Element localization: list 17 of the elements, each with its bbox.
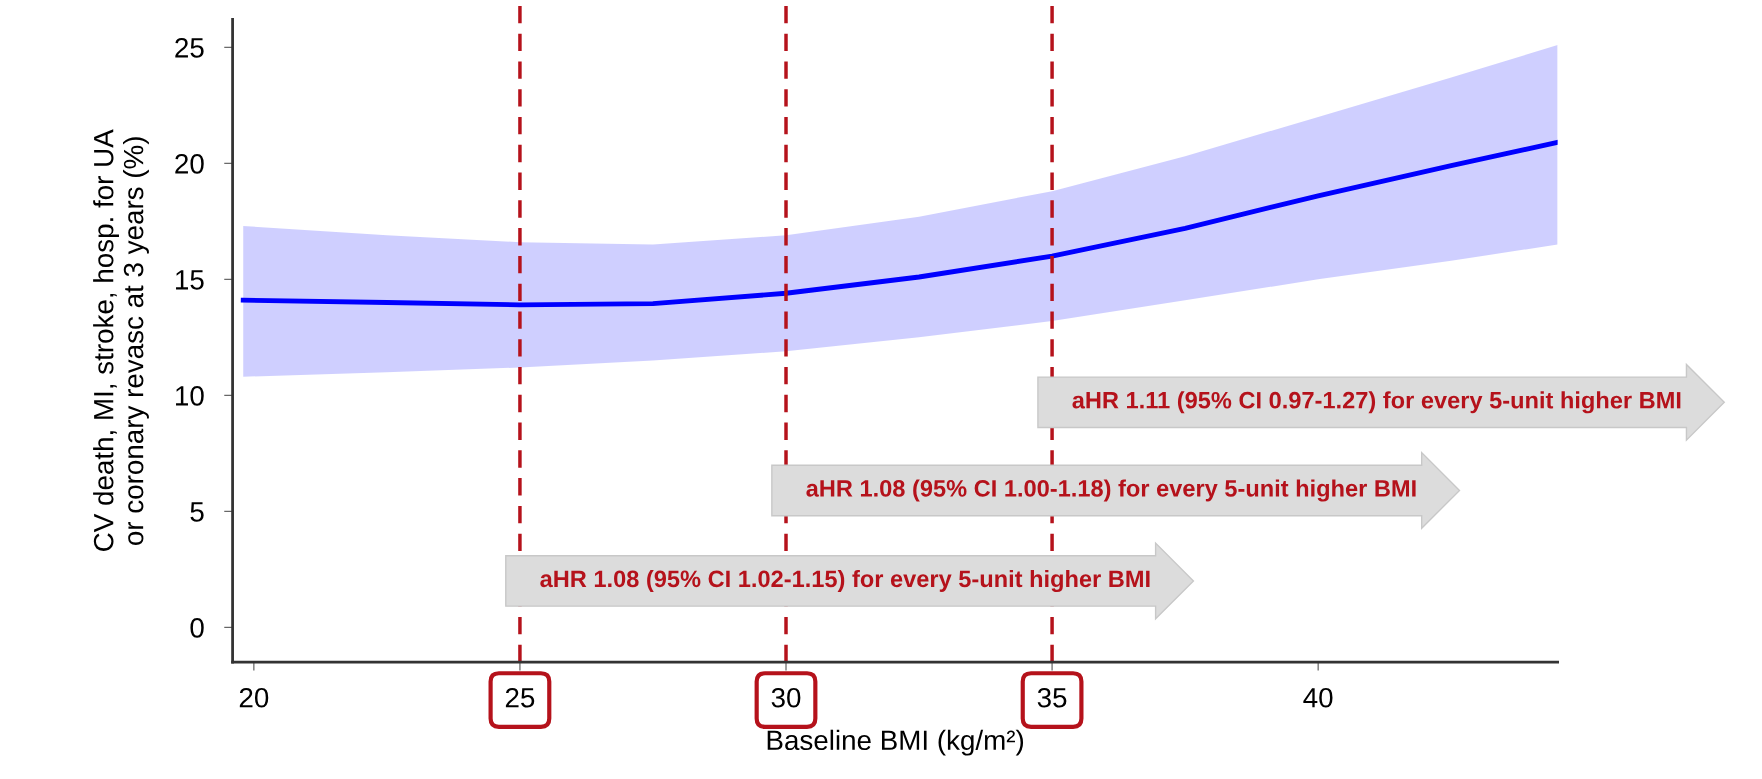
y-tick-label: 25 [175,37,204,58]
x-axis-title: Baseline BMI (kg/m²) [767,729,1024,756]
x-tick-label: 30 [771,687,801,708]
x-tick-label: 25 [505,687,535,708]
x-tick-label: 20 [239,687,269,708]
x-tick-label: 35 [1037,687,1067,708]
y-tick-label: 15 [176,270,204,290]
x-tick-label: 40 [1303,687,1333,708]
y-tick-label: 0 [190,618,204,638]
y-tick-label: 20 [175,153,204,174]
y-tick-label: 5 [190,502,204,522]
annotation: aHR 1.08 (95% CI 1.00-1.18) for every 5-unit higher BMI [806,479,1416,502]
y-axis-title: CV death, MI, stroke, hosp. for UA or coronary revasc at 3 years (%) [93,129,149,551]
y-tick-label: 10 [176,386,204,406]
line-series [240,140,1558,308]
annotation: aHR 1.11 (95% CI 0.97-1.27) for every 5-unit higher BMI [1072,391,1681,414]
annotation: aHR 1.08 (95% CI 1.02-1.15) for every 5-unit higher BMI [540,569,1150,592]
